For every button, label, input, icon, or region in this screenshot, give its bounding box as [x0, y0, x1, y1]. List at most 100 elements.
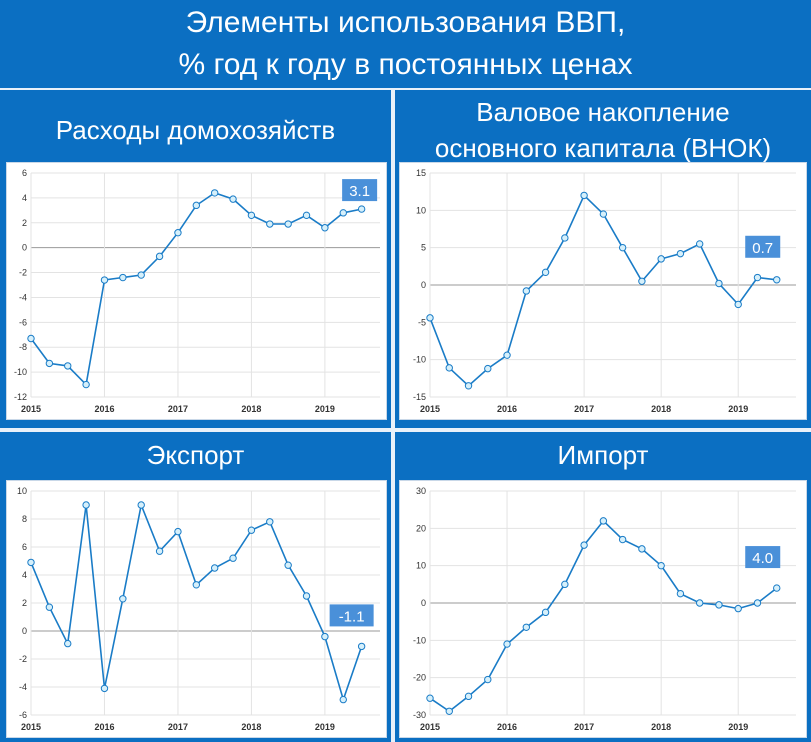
chart2-xtick-label: 2019 [315, 722, 335, 732]
chart0-series-line [30, 192, 362, 387]
chart2-ytick-label: 0 [22, 626, 27, 636]
chart0-ytick-label: -2 [19, 268, 27, 278]
chart0-ytick-label: -6 [19, 317, 27, 327]
chart-import: 30 20 10 0 -10 -20 -30 2015 2016 2017 2018 2019 4.0 [399, 480, 807, 738]
chart2-point [192, 581, 201, 589]
chart1-point [657, 255, 665, 263]
chart1-point [618, 243, 627, 252]
chart1-xtick-label: 2015 [420, 404, 440, 414]
chart0-xtick-label: 2019 [315, 404, 335, 414]
chart1-point [734, 300, 742, 309]
main-title: Элементы использования ВВП, % год к году… [0, 0, 811, 88]
chart3-xtick-label: 2018 [651, 722, 671, 732]
chart2-xtick-label: 2016 [94, 722, 114, 732]
main-title-line1: Элементы использования ВВП, [185, 6, 626, 39]
chart1-point [715, 279, 723, 288]
chart0-point [266, 220, 274, 228]
chart2-point [229, 554, 237, 562]
chart-household: 6 4 2 0 -2 -4 -6 -8 -10 -12 2015 2016 2017 2018 2019 3.… [6, 162, 387, 420]
chart1-point [464, 382, 473, 390]
chart1-ytick-label: 10 [416, 205, 426, 215]
chart0-point [100, 276, 109, 284]
chart0-point [174, 229, 182, 237]
chart2-point [321, 632, 329, 641]
chart0-point [27, 334, 35, 343]
chart1-xtick-label: 2016 [497, 404, 517, 414]
chart2-point [82, 501, 90, 509]
chart2-point [45, 603, 54, 611]
chart3-point [753, 599, 762, 607]
chart2-last-value-label: -1.1 [339, 608, 365, 625]
vertical-divider-bottom [391, 432, 395, 742]
chart0-point [82, 380, 90, 389]
chart-investment-svg: 15 10 5 0 -5 -10 -15 2015 2016 2017 2018 2019 0.7 [413, 168, 796, 414]
chart2-point [137, 501, 145, 509]
chart2-point [266, 518, 274, 526]
chart2-xtick-label: 2015 [21, 722, 41, 732]
chart3-point [484, 675, 492, 684]
chart2-ytick-label: -2 [19, 654, 27, 664]
chart1-xtick-label: 2017 [574, 404, 594, 414]
chart2-ytick-label: 4 [22, 570, 27, 580]
chart1-point [561, 234, 569, 242]
chart3-point [561, 580, 569, 589]
chart0-xtick-label: 2017 [168, 404, 188, 414]
chart1-point [484, 364, 492, 373]
chart3-ytick-label: 0 [421, 598, 426, 608]
chart0-ytick-label: -8 [19, 342, 27, 352]
chart3-xtick-label: 2017 [574, 722, 594, 732]
chart3-ytick-label: -30 [413, 710, 426, 720]
chart0-xtick-label: 2015 [21, 404, 41, 414]
chart2-xtick-label: 2018 [241, 722, 261, 732]
panel-title-investment-line1: Валовое накопление [476, 97, 730, 127]
chart3-ytick-label: 20 [416, 523, 426, 533]
chart0-ytick-label: -10 [14, 367, 27, 377]
chart1-ytick-label: 15 [416, 168, 426, 178]
chart3-point [580, 541, 588, 549]
chart1-last-value-label: 0.7 [752, 240, 773, 257]
chart2-series-line [30, 502, 363, 703]
middle-divider [0, 428, 811, 432]
chart3-point [734, 604, 742, 613]
chart1-ytick-label: 5 [421, 243, 426, 253]
vertical-divider-top [391, 90, 395, 428]
chart0-ytick-label: -4 [19, 292, 27, 302]
chart3-point [503, 640, 511, 648]
chart0-point [155, 252, 164, 261]
chart1-ytick-label: 0 [421, 280, 426, 290]
chart3-point [676, 589, 685, 598]
chart0-point [321, 224, 329, 232]
main-title-line2: % год к году в постоянных ценах [178, 48, 633, 81]
chart1-point [638, 277, 646, 285]
chart2-point [155, 547, 164, 555]
chart2-point [284, 561, 292, 569]
chart2-ytick-label: 6 [22, 542, 27, 552]
chart0-point [247, 211, 256, 220]
chart3-point [695, 599, 704, 607]
chart3-xtick-label: 2019 [728, 722, 748, 732]
chart2-point [174, 527, 182, 536]
chart1-point [753, 273, 762, 282]
chart-import-svg: 30 20 10 0 -10 -20 -30 2015 2016 2017 2018 2019 4.0 [413, 486, 796, 732]
top-divider [0, 88, 811, 90]
chart3-point [426, 694, 434, 702]
chart1-point [599, 210, 608, 218]
chart3-series-line [429, 519, 778, 713]
chart1-point [541, 268, 550, 277]
chart1-point [503, 351, 511, 359]
chart0-point [119, 273, 127, 282]
chart2-point [339, 695, 347, 704]
chart2-point [100, 684, 109, 693]
chart2-xtick-label: 2017 [168, 722, 188, 732]
chart0-point [137, 271, 145, 279]
chart2-ytick-label: -4 [19, 682, 27, 692]
chart3-ytick-label: 30 [416, 486, 426, 496]
chart3-point [618, 535, 627, 544]
chart3-xtick-label: 2015 [420, 722, 440, 732]
chart1-point [773, 276, 781, 284]
chart2-ytick-label: 8 [22, 514, 27, 524]
chart0-ytick-label: 4 [22, 193, 27, 203]
chart2-point [247, 526, 256, 534]
chart1-point [580, 191, 588, 200]
chart1-ytick-label: -10 [413, 355, 426, 365]
